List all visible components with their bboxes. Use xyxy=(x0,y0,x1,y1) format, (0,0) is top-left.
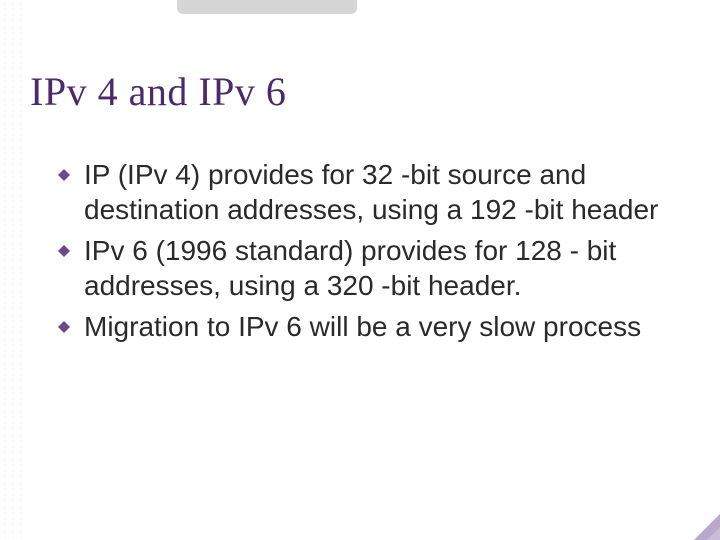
decorative-dots-col-1 xyxy=(4,0,6,540)
corner-fold-icon xyxy=(694,514,720,540)
decorative-dots-col-2 xyxy=(12,0,14,540)
bullet-text: IP (IPv 4) provides for 32 -bit source a… xyxy=(84,159,658,225)
list-item: IP (IPv 4) provides for 32 -bit source a… xyxy=(58,157,700,227)
decorative-dots-col-3 xyxy=(20,0,22,540)
slide-content: IPv 4 and IPv 6 IP (IPv 4) provides for … xyxy=(30,68,700,350)
diamond-bullet-icon xyxy=(58,169,70,181)
bullet-list: IP (IPv 4) provides for 32 -bit source a… xyxy=(30,157,700,344)
bullet-text: IPv 6 (1996 standard) provides for 128 -… xyxy=(84,235,616,301)
bullet-text: Migration to IPv 6 will be a very slow p… xyxy=(84,311,641,342)
list-item: Migration to IPv 6 will be a very slow p… xyxy=(58,309,700,344)
slide-title: IPv 4 and IPv 6 xyxy=(30,68,700,115)
diamond-bullet-icon xyxy=(58,245,70,257)
diamond-bullet-icon xyxy=(58,321,70,333)
top-tab-decoration xyxy=(177,0,357,14)
list-item: IPv 6 (1996 standard) provides for 128 -… xyxy=(58,233,700,303)
